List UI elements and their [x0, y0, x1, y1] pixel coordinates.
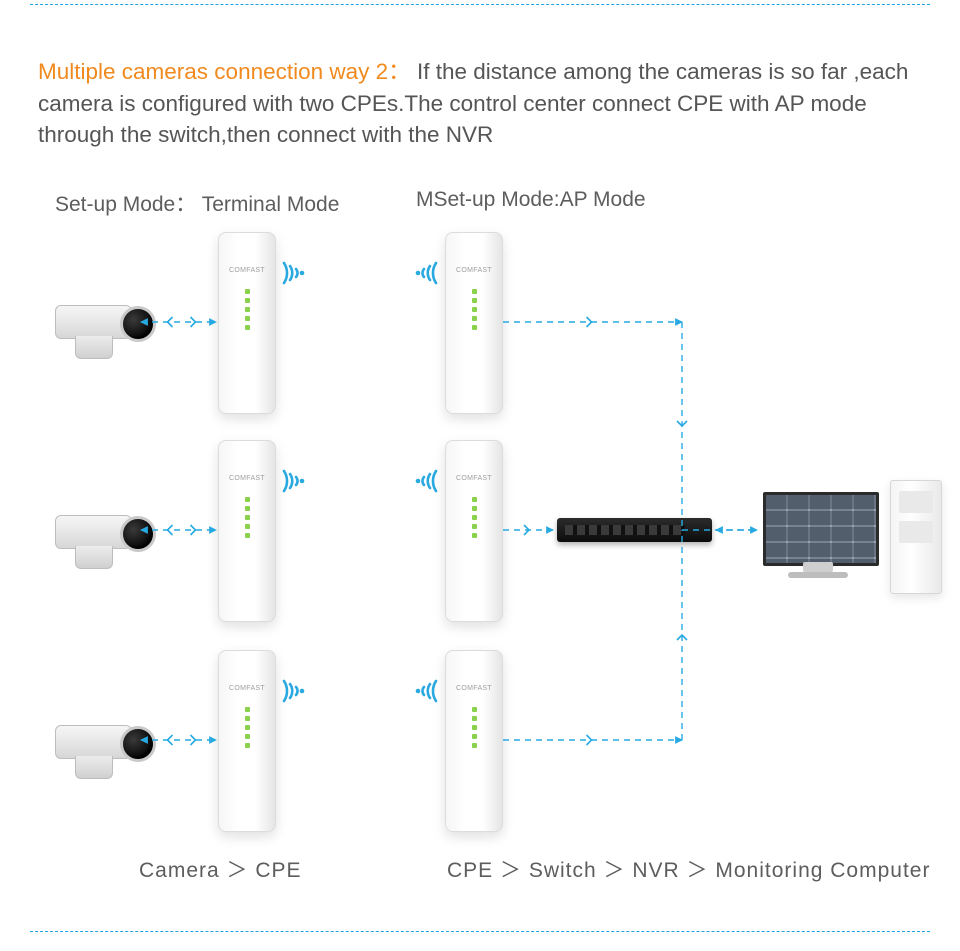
wifi-left-icon [408, 464, 442, 498]
label-bottom-left: Camera ＞ CPE [139, 854, 302, 884]
cpe-ap-icon [445, 440, 503, 622]
wifi-right-icon [278, 674, 312, 708]
bottom-dashed-rule [30, 931, 930, 932]
network-switch-icon [557, 518, 712, 542]
wifi-left-icon [408, 256, 442, 290]
top-dashed-rule [30, 4, 930, 5]
camera-icon [50, 720, 145, 785]
camera-icon [50, 300, 145, 365]
nvr-monitor-icon [763, 492, 873, 577]
label-bottom-right: CPE ＞ Switch ＞ NVR ＞ Monitoring Computer [447, 854, 930, 884]
heading-lead: Multiple cameras connection way 2： [38, 59, 411, 84]
wifi-right-icon [278, 464, 312, 498]
wifi-left-icon [408, 674, 442, 708]
label-right-mode: MSet-up Mode:AP Mode [416, 188, 646, 212]
cpe-ap-icon [445, 650, 503, 832]
cpe-terminal-icon [218, 440, 276, 622]
cpe-ap-icon [445, 232, 503, 414]
camera-icon [50, 510, 145, 575]
wifi-right-icon [278, 256, 312, 290]
diagram-canvas: Multiple cameras connection way 2： If th… [0, 0, 960, 951]
computer-tower-icon [890, 480, 942, 594]
label-left-mode: Set-up Mode： Terminal Mode [55, 188, 339, 218]
heading-block: Multiple cameras connection way 2： If th… [38, 56, 933, 151]
cpe-terminal-icon [218, 232, 276, 414]
cpe-terminal-icon [218, 650, 276, 832]
